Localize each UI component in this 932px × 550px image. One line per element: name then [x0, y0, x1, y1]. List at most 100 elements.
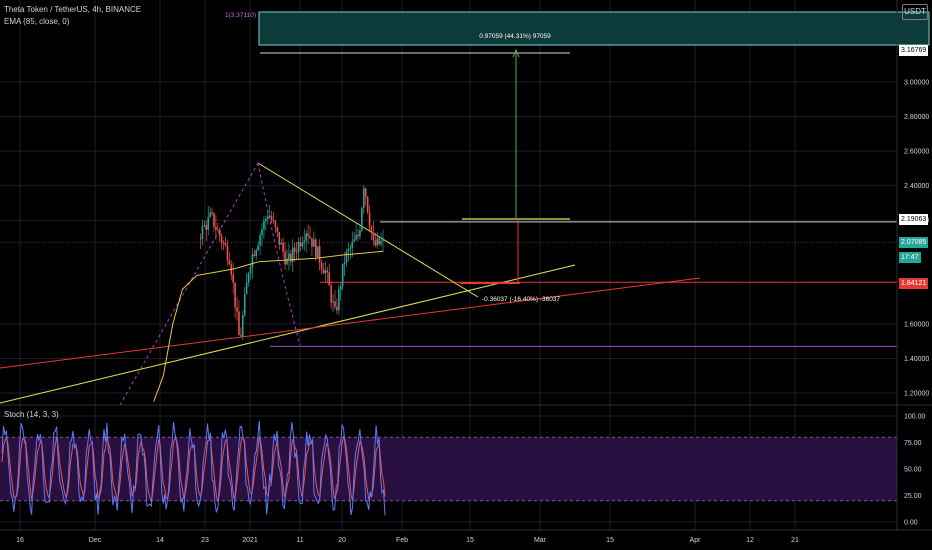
time-tick-label: 11: [296, 537, 303, 544]
candle-body: [211, 212, 213, 214]
candle-body: [265, 218, 267, 221]
price-tag: 17:47: [899, 252, 921, 263]
candle-body: [382, 238, 384, 242]
candle-body: [316, 246, 319, 258]
drop-measure-label: -0.36037 (-16.40%) -36037: [482, 296, 560, 303]
measurement-tools: [460, 48, 570, 284]
time-tick-label: 23: [201, 537, 209, 544]
candle-body: [345, 251, 348, 263]
price-tick-label: 1.40000: [904, 356, 929, 363]
dashed-curve: [257, 162, 301, 346]
time-tick-label: 16: [16, 537, 24, 544]
candle-body: [274, 221, 277, 228]
candle-body: [199, 238, 202, 240]
candle-body: [362, 188, 365, 209]
candle-body: [251, 254, 254, 268]
time-tick-label: 14: [156, 537, 164, 544]
candle-body: [311, 238, 313, 247]
time-tick-label: 2021: [242, 537, 258, 544]
candle-body: [278, 231, 281, 245]
candle-body: [226, 245, 229, 261]
price-tick-label: 1.20000: [904, 391, 929, 398]
candle-body: [213, 212, 215, 228]
candle-body: [303, 240, 306, 243]
candle-body: [249, 267, 252, 274]
candle-body: [266, 217, 269, 219]
candle-body: [257, 245, 259, 251]
stoch-tick-label: 25.00: [904, 493, 922, 500]
candle-body: [220, 236, 223, 243]
ema-line: [153, 250, 384, 402]
candle-body: [228, 260, 231, 265]
candle-body: [318, 246, 321, 263]
candles: [199, 185, 384, 340]
symbol-legend: Theta Token / TetherUS, 4h, BINANCE: [4, 5, 142, 14]
price-tick-label: 2.60000: [904, 149, 929, 156]
candle-body: [288, 253, 290, 259]
target-projection-box[interactable]: [258, 11, 930, 46]
horizontal-levels: [0, 52, 897, 347]
red-trendline: [0, 277, 701, 369]
candle-body: [209, 212, 211, 218]
price-tick-label: 1.60000: [904, 321, 929, 328]
ema-legend: EMA (85, close, 0): [4, 17, 70, 26]
price-tick-label: 2.40000: [904, 183, 929, 190]
stoch-tick-label: 50.00: [904, 467, 922, 474]
candle-body: [361, 208, 363, 231]
candle-body: [309, 236, 311, 239]
candle-body: [370, 226, 373, 233]
time-tick-label: 15: [606, 537, 614, 544]
candle-body: [380, 241, 382, 245]
stoch-legend: Stoch (14, 3, 3): [4, 410, 59, 419]
candle-body: [280, 242, 283, 245]
currency-button[interactable]: USDT: [902, 4, 928, 20]
price-tag: 3.16769: [899, 45, 929, 56]
time-tick-label: 20: [338, 537, 346, 544]
candle-body: [347, 248, 350, 252]
price-tag: 1.84121: [899, 278, 929, 289]
time-tick-label: Apr: [690, 537, 702, 544]
candle-body: [253, 254, 256, 257]
candle-body: [259, 235, 261, 246]
candle-body: [353, 239, 355, 242]
candle-body: [322, 268, 325, 274]
price-tag: 2.07085: [899, 237, 929, 248]
target-box-label: 0.97059 (44.31%) 97059: [479, 33, 551, 40]
trendlines: [0, 162, 701, 406]
candle-body: [236, 307, 238, 312]
price-tag: 2.19063: [899, 214, 929, 225]
candle-body: [215, 227, 217, 230]
candle-body: [245, 282, 248, 295]
candle-body: [240, 335, 242, 337]
candle-body: [293, 247, 296, 252]
candle-body: [297, 242, 300, 253]
candle-body: [295, 251, 298, 253]
candle-body: [305, 233, 307, 241]
candle-body: [207, 217, 210, 230]
candle-body: [299, 242, 302, 247]
candle-body: [355, 234, 357, 240]
candle-body: [324, 270, 327, 274]
candle-body: [372, 232, 375, 241]
candle-body: [313, 239, 315, 247]
candle-body: [247, 273, 250, 283]
candle-body: [286, 258, 288, 265]
candle-body: [376, 238, 379, 246]
time-tick-label: Mar: [534, 537, 547, 544]
candle-body: [241, 315, 244, 337]
candle-body: [263, 220, 265, 230]
candle-body: [272, 220, 275, 222]
candle-body: [291, 247, 294, 262]
candle-body: [368, 212, 371, 227]
candle-body: [243, 294, 246, 316]
price-tick-label: 2.80000: [904, 114, 929, 121]
candle-body: [374, 240, 377, 246]
time-tick-label: 21: [791, 537, 799, 544]
candle-body: [268, 215, 271, 218]
time-tick-label: 15: [466, 537, 474, 544]
rise-arrow-head: [512, 48, 520, 58]
stoch-k-line: [1, 420, 386, 516]
time-tick-label: Dec: [89, 537, 102, 544]
candle-body: [201, 226, 204, 239]
